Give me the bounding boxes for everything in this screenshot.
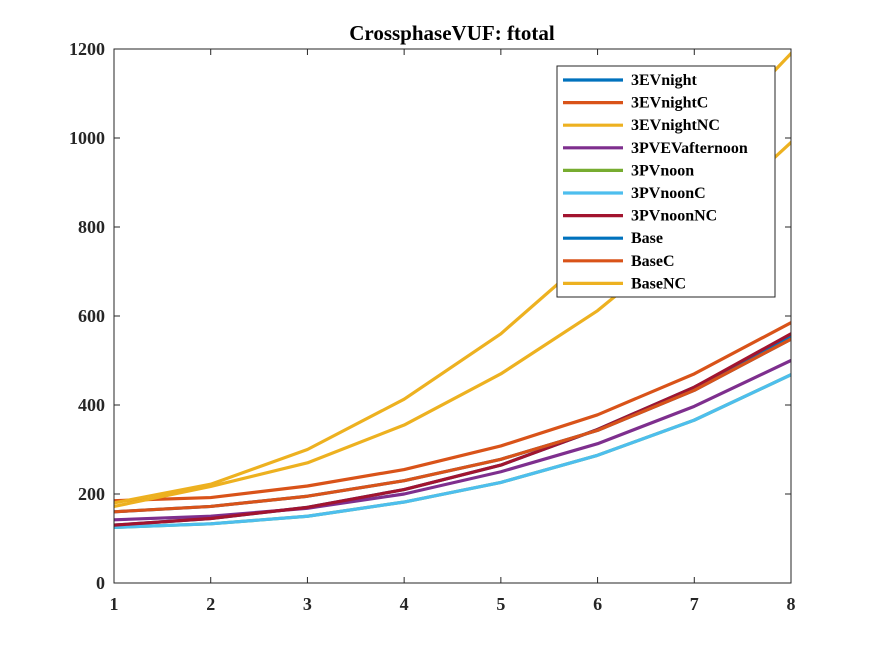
y-tick-label: 200	[78, 484, 105, 504]
legend: 3EVnight 3EVnightC 3EVnightNC 3PVEVafternoo…	[556, 65, 776, 298]
y-tick-label: 0	[96, 573, 105, 593]
legend-label: 3PVnoonNC	[631, 208, 717, 225]
tick-layer: 1 2 3 4 5 6 7 8 0 200 400 600 800 1000 1200	[69, 39, 796, 614]
legend-label: Base	[631, 230, 663, 247]
series-line-4	[114, 358, 791, 522]
x-tick-label: 7	[690, 594, 699, 614]
y-tick-label: 1200	[69, 39, 105, 59]
legend-label: 3PVnoonC	[631, 185, 706, 202]
y-tick-label: 1000	[69, 128, 105, 148]
series-layer	[114, 51, 791, 529]
x-tick-label: 3	[303, 594, 312, 614]
y-tick-label: 400	[78, 395, 105, 415]
series-line-6	[114, 373, 791, 529]
legend-label: 3EVnightNC	[631, 117, 720, 134]
legend-box	[556, 65, 776, 298]
x-tick-label: 6	[593, 594, 602, 614]
x-tick-label: 8	[787, 594, 796, 614]
x-tick-label: 1	[110, 594, 119, 614]
x-tick-label: 5	[496, 594, 505, 614]
x-tick-label: 2	[206, 594, 215, 614]
legend-label: 3EVnight	[631, 72, 697, 89]
chart-title: CrossphaseVUF: ftotal	[349, 21, 555, 45]
legend-label: 3PVEVafternoon	[631, 140, 748, 157]
legend-label: BaseC	[631, 253, 675, 270]
y-tick-label: 800	[78, 217, 105, 237]
x-tick-label: 4	[400, 594, 409, 614]
legend-label: 3PVnoon	[631, 162, 694, 179]
legend-label: BaseNC	[631, 275, 686, 292]
series-line-2	[114, 321, 791, 503]
series-line-9	[114, 337, 791, 514]
y-tick-label: 600	[78, 306, 105, 326]
series-line-7	[114, 332, 791, 527]
legend-label: 3EVnightC	[631, 95, 708, 112]
